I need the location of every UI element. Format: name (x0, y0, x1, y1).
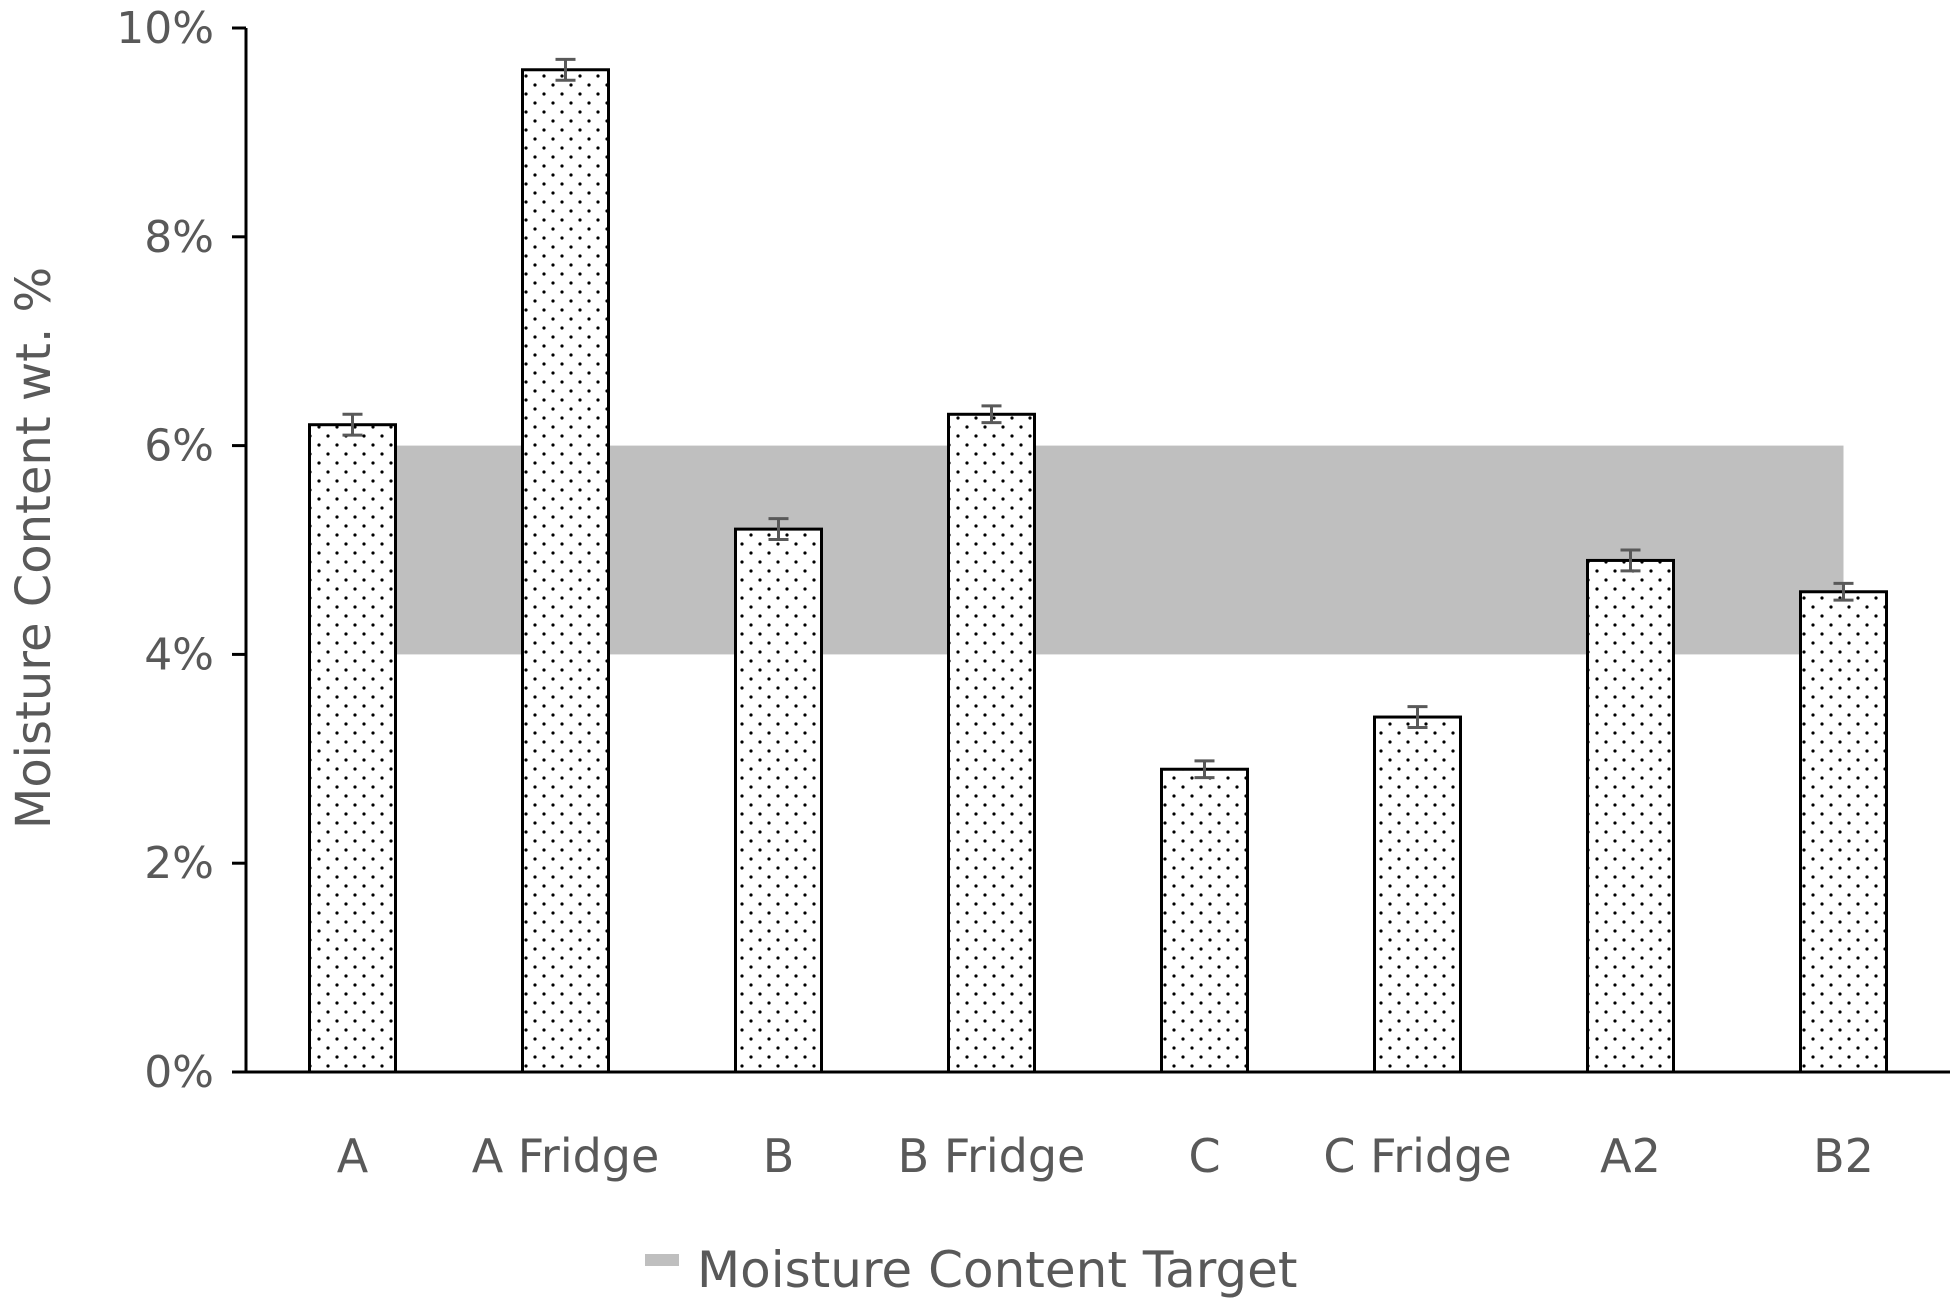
legend: Moisture Content Target (645, 1241, 1298, 1299)
x-category-label: B Fridge (898, 1129, 1086, 1183)
bar (521, 68, 610, 1074)
y-tick-label: 6% (144, 421, 214, 472)
y-ticks: 0% 2% 4% 6% 8% 10% (116, 3, 246, 1098)
y-tick-label: 4% (144, 629, 214, 680)
bars-layer (308, 68, 1888, 1074)
bar (1586, 558, 1675, 1074)
bar (947, 412, 1036, 1074)
x-category-label: B (763, 1129, 795, 1183)
legend-label-target: Moisture Content Target (697, 1241, 1298, 1299)
y-tick-label: 2% (144, 838, 214, 889)
y-tick-label: 0% (144, 1047, 214, 1098)
bar (734, 527, 823, 1074)
bar (1799, 590, 1888, 1074)
axes (244, 28, 1950, 1074)
y-tick-label: 10% (116, 3, 214, 54)
y-axis-title: Moisture Content wt. % (6, 267, 62, 829)
x-category-label: C Fridge (1323, 1129, 1511, 1183)
legend-swatch-target (645, 1254, 679, 1266)
x-category-label: A (337, 1129, 369, 1183)
x-category-label: C (1188, 1129, 1220, 1183)
x-category-labels: A A Fridge B B Fridge C C Fridge A2 B2 (337, 1129, 1874, 1183)
error-bars-layer (342, 57, 1854, 780)
x-category-label: A2 (1600, 1129, 1661, 1183)
x-category-label: B2 (1813, 1129, 1874, 1183)
y-tick-label: 8% (144, 212, 214, 263)
bar (1160, 767, 1249, 1074)
bar (1373, 715, 1462, 1074)
bar (308, 423, 397, 1074)
x-category-label: A Fridge (472, 1129, 660, 1183)
